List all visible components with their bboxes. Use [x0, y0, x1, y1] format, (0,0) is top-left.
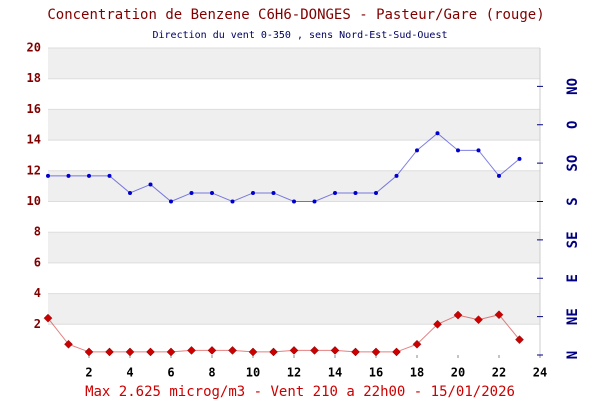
- x-tick-label: 20: [451, 366, 465, 380]
- data-point: [474, 315, 483, 325]
- y2-tick-label: NO: [565, 78, 581, 95]
- data-point: [415, 148, 419, 153]
- data-point: [125, 347, 135, 357]
- grid-band: [48, 48, 540, 79]
- data-point: [310, 346, 319, 355]
- data-point: [169, 199, 173, 204]
- data-point: [392, 347, 401, 357]
- y-tick-label: 16: [27, 102, 41, 116]
- data-point: [66, 173, 71, 178]
- grid-band: [48, 293, 540, 325]
- x-tick-label: 14: [328, 366, 342, 380]
- y-tick-label: 6: [34, 255, 41, 269]
- y-tick-label: 4: [34, 286, 41, 300]
- y2-tick-label: E: [565, 274, 581, 282]
- data-point: [456, 148, 460, 153]
- data-point: [87, 173, 91, 178]
- y-tick-label: 18: [27, 71, 41, 85]
- data-point: [271, 190, 276, 195]
- y-tick-label: 10: [27, 194, 41, 208]
- data-point: [517, 156, 522, 161]
- data-point: [248, 347, 258, 357]
- data-point: [289, 346, 299, 355]
- data-point: [476, 148, 481, 153]
- data-point: [166, 347, 176, 357]
- y-tick-label: 12: [27, 163, 41, 177]
- x-tick-label: 24: [533, 366, 547, 380]
- data-point: [394, 173, 399, 178]
- x-tick-label: 8: [208, 366, 215, 380]
- grid-band: [48, 170, 540, 202]
- data-point: [497, 173, 501, 178]
- x-tick-label: 6: [167, 366, 174, 380]
- y2-tick-label: SO: [565, 155, 581, 172]
- data-point: [292, 199, 296, 204]
- data-point: [412, 339, 422, 349]
- data-point: [371, 347, 381, 357]
- chart-title: Concentration de Benzene C6H6-DONGES - P…: [47, 7, 544, 23]
- data-point: [189, 190, 194, 195]
- x-tick-label: 4: [126, 366, 133, 380]
- data-point: [251, 190, 255, 195]
- data-point: [207, 346, 217, 355]
- data-point: [312, 199, 317, 204]
- x-tick-label: 16: [369, 366, 383, 380]
- data-point: [64, 339, 73, 349]
- y-tick-label: 2: [34, 317, 41, 331]
- data-point: [128, 190, 132, 195]
- data-point: [453, 310, 463, 320]
- data-point: [228, 346, 237, 355]
- data-point: [515, 335, 524, 345]
- y-tick-label: 14: [27, 133, 41, 147]
- data-point: [210, 190, 214, 195]
- data-point: [107, 173, 112, 178]
- data-point: [351, 347, 360, 357]
- data-point: [105, 347, 114, 357]
- data-point: [330, 346, 340, 355]
- y2-tick-label: SE: [565, 231, 581, 248]
- y-tick-label: 8: [34, 225, 41, 239]
- data-point: [494, 310, 504, 320]
- data-point: [433, 319, 442, 329]
- x-tick-label: 10: [246, 366, 260, 380]
- data-point: [269, 347, 278, 357]
- data-point: [230, 199, 235, 204]
- series-line: [48, 132, 520, 203]
- data-point: [353, 190, 358, 195]
- y2-tick-label: O: [565, 121, 581, 129]
- x-tick-label: 22: [492, 366, 506, 380]
- data-point: [43, 313, 53, 323]
- data-point: [333, 190, 337, 195]
- grid-band: [48, 109, 540, 141]
- y2-tick-label: N: [565, 351, 581, 359]
- x-tick-label: 2: [85, 366, 92, 380]
- y2-tick-label: S: [565, 197, 581, 205]
- chart-footer: Max 2.625 microg/m3 - Vent 210 a 22h00 -…: [85, 384, 515, 400]
- data-point: [46, 173, 50, 178]
- chart-subtitle: Direction du vent 0-350 , sens Nord-Est-…: [152, 30, 447, 41]
- grid-band: [48, 232, 540, 263]
- data-point: [84, 347, 94, 357]
- y-tick-label: 20: [27, 41, 41, 55]
- data-point: [187, 346, 196, 355]
- x-tick-label: 12: [287, 366, 301, 380]
- x-tick-label: 18: [410, 366, 424, 380]
- data-point: [374, 190, 378, 195]
- data-point: [148, 182, 153, 187]
- y2-tick-label: NE: [565, 308, 581, 325]
- data-point: [146, 347, 155, 357]
- data-point: [435, 131, 440, 136]
